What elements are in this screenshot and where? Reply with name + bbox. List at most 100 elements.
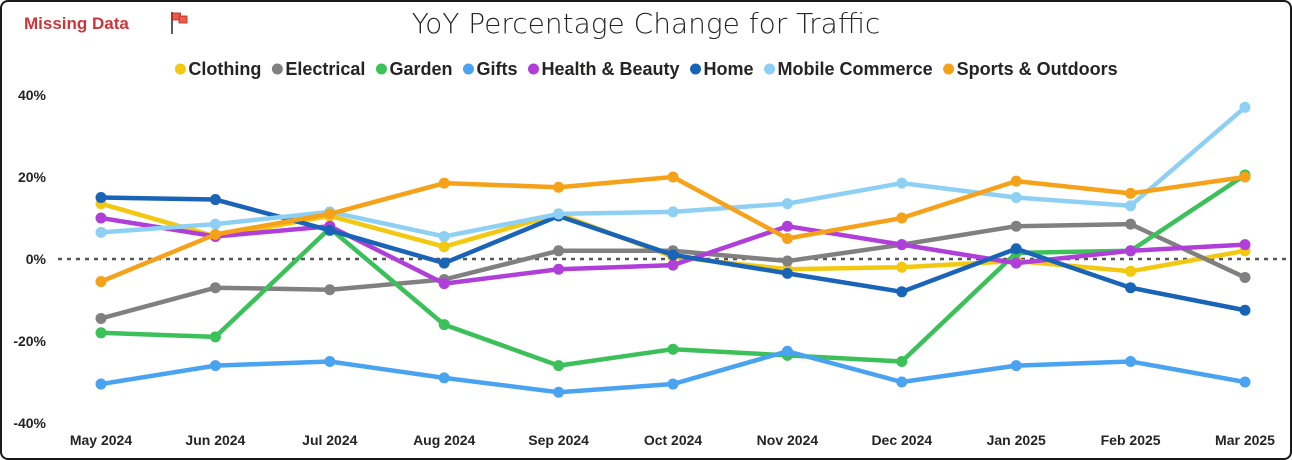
x-tick-label: Dec 2024 (871, 432, 932, 448)
x-tick-label: Aug 2024 (413, 432, 475, 448)
data-point[interactable] (324, 224, 336, 236)
legend-marker (375, 63, 387, 75)
data-point[interactable] (324, 284, 336, 296)
x-tick-label: May 2024 (70, 432, 132, 448)
data-point[interactable] (209, 218, 221, 230)
data-point[interactable] (553, 181, 565, 193)
data-point[interactable] (667, 249, 679, 261)
data-point[interactable] (1125, 187, 1137, 199)
data-point[interactable] (781, 233, 793, 244)
data-point[interactable] (1010, 243, 1022, 255)
data-point[interactable] (1125, 282, 1137, 294)
data-point[interactable] (896, 286, 908, 298)
data-point[interactable] (95, 226, 107, 238)
data-point[interactable] (553, 245, 565, 257)
legend-label: Electrical (285, 59, 365, 79)
data-point[interactable] (1010, 175, 1022, 187)
missing-data-label[interactable]: Missing Data (24, 14, 129, 33)
y-tick-label: 0% (26, 251, 47, 267)
data-point[interactable] (896, 177, 908, 189)
data-point[interactable] (553, 386, 565, 398)
legend-label: Clothing (188, 59, 261, 79)
legend-marker (174, 63, 186, 75)
series-mobile-commerce[interactable] (95, 101, 1251, 242)
x-tick-label: Jun 2024 (185, 432, 245, 448)
data-point[interactable] (324, 356, 336, 367)
data-point[interactable] (209, 228, 221, 240)
data-point[interactable] (324, 208, 336, 220)
data-point[interactable] (553, 263, 565, 275)
legend-marker (690, 63, 702, 75)
data-point[interactable] (1125, 200, 1137, 212)
data-point[interactable] (667, 171, 679, 183)
flag-icon[interactable] (168, 10, 192, 36)
x-tick-label: Jul 2024 (302, 432, 357, 448)
data-point[interactable] (209, 331, 221, 343)
x-tick-label: Mar 2025 (1215, 432, 1275, 448)
legend: Clothing Electrical Garden Gifts Health & Be… (174, 59, 1118, 79)
data-point[interactable] (209, 282, 221, 294)
data-point[interactable] (667, 343, 679, 355)
data-point[interactable] (1010, 192, 1022, 203)
data-point[interactable] (896, 356, 908, 367)
data-point[interactable] (896, 261, 908, 273)
data-point[interactable] (1239, 171, 1251, 183)
data-point[interactable] (1239, 304, 1251, 316)
legend-label: Health & Beauty (541, 59, 679, 79)
series-health-beauty[interactable] (95, 212, 1251, 290)
chart-title: YoY Percentage Change for Traffic (411, 7, 881, 40)
data-point[interactable] (781, 345, 793, 357)
data-point[interactable] (781, 267, 793, 279)
legend-label: Home (704, 59, 754, 79)
data-point[interactable] (896, 212, 908, 224)
y-tick-label: -20% (13, 333, 46, 349)
data-point[interactable] (438, 230, 450, 242)
y-tick-label: 20% (18, 169, 47, 185)
series-sports-outdoors[interactable] (95, 171, 1251, 288)
legend-marker (462, 63, 474, 75)
data-point[interactable] (781, 198, 793, 210)
data-point[interactable] (781, 255, 793, 267)
data-point[interactable] (1239, 239, 1251, 251)
data-point[interactable] (438, 319, 450, 331)
legend-label: Garden (389, 59, 452, 79)
data-point[interactable] (1010, 220, 1022, 232)
data-point[interactable] (1125, 218, 1137, 230)
data-point[interactable] (553, 360, 565, 372)
data-point[interactable] (667, 378, 679, 390)
data-point[interactable] (1125, 265, 1137, 277)
data-point[interactable] (1125, 245, 1137, 257)
data-point[interactable] (1010, 257, 1022, 269)
y-axis: 40% 20% 0% -20% -40% (13, 87, 46, 431)
y-tick-label: -40% (13, 415, 46, 431)
data-point[interactable] (1239, 271, 1251, 283)
data-point[interactable] (781, 220, 793, 232)
x-tick-label: Jan 2025 (987, 432, 1046, 448)
data-point[interactable] (667, 206, 679, 218)
series-gifts[interactable] (95, 345, 1251, 398)
data-point[interactable] (553, 208, 565, 220)
data-point[interactable] (896, 239, 908, 251)
data-point[interactable] (438, 257, 450, 269)
data-point[interactable] (438, 372, 450, 384)
data-point[interactable] (1010, 360, 1022, 372)
data-point[interactable] (667, 259, 679, 271)
data-point[interactable] (95, 327, 107, 339)
x-tick-label: Sep 2024 (528, 432, 589, 448)
data-point[interactable] (95, 378, 107, 390)
data-point[interactable] (438, 241, 450, 253)
data-point[interactable] (896, 376, 908, 388)
data-point[interactable] (209, 360, 221, 372)
data-point[interactable] (1239, 101, 1251, 113)
legend-label: Mobile Commerce (778, 59, 933, 79)
data-point[interactable] (438, 278, 450, 290)
data-point[interactable] (95, 312, 107, 324)
data-point[interactable] (438, 177, 450, 189)
data-point[interactable] (95, 212, 107, 224)
data-point[interactable] (95, 276, 107, 288)
data-point[interactable] (95, 192, 107, 203)
data-point[interactable] (1125, 356, 1137, 367)
data-point[interactable] (1239, 376, 1251, 388)
x-axis: May 2024 Jun 2024 Jul 2024 Aug 2024 Sep 2024… (70, 432, 1275, 448)
data-point[interactable] (209, 194, 221, 206)
